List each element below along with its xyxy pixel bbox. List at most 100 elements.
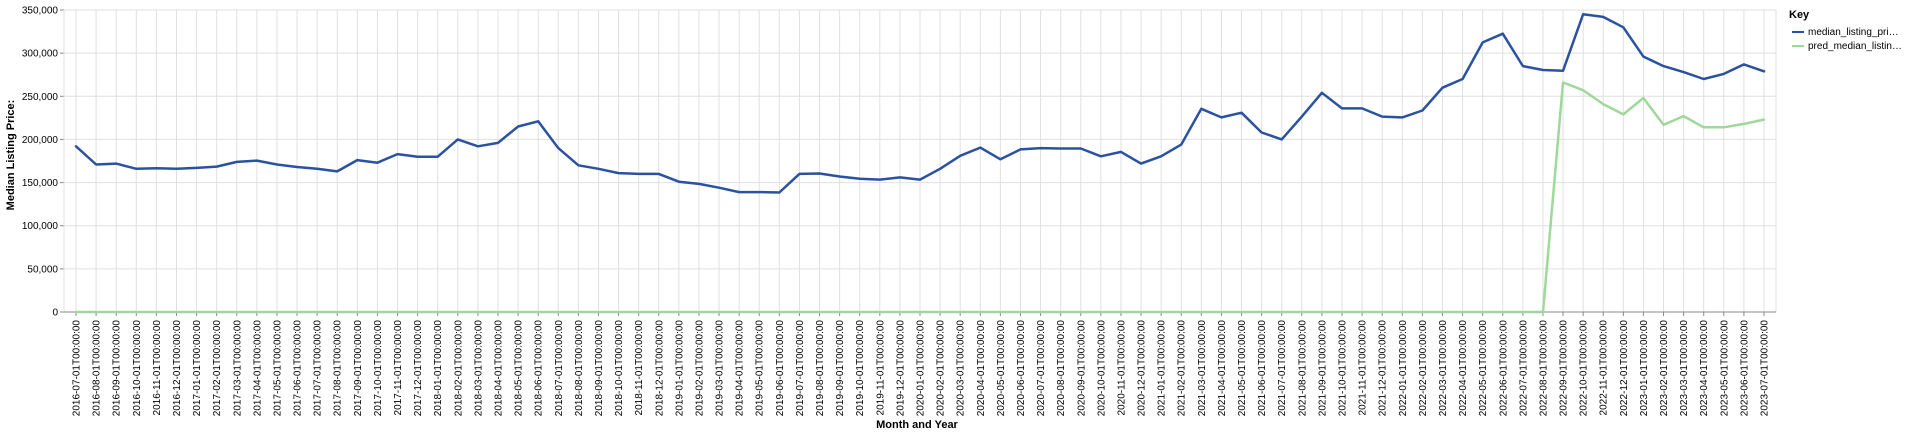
x-tick-label: 2021-03-01T00:00:00	[1197, 320, 1208, 417]
x-tick-label: 2021-07-01T00:00:00	[1277, 320, 1288, 417]
legend-label-pred-median-listing-price: pred_median_listin…	[1808, 41, 1902, 52]
x-tick-label: 2018-05-01T00:00:00	[514, 320, 525, 417]
series-line-pred-median-listing-price	[74, 81, 1766, 314]
x-tick-label: 2021-11-01T00:00:00	[1358, 320, 1369, 416]
x-tick-label: 2019-03-01T00:00:00	[715, 320, 726, 417]
x-tick-label: 2022-12-01T00:00:00	[1619, 320, 1630, 417]
x-tick-label: 2023-05-01T00:00:00	[1719, 320, 1730, 417]
x-tick-label: 2017-07-01T00:00:00	[313, 320, 324, 417]
x-tick-label: 2022-07-01T00:00:00	[1518, 320, 1529, 417]
x-tick-label: 2017-04-01T00:00:00	[252, 320, 263, 417]
x-tick-label: 2018-06-01T00:00:00	[534, 320, 545, 417]
x-tick-label: 2017-10-01T00:00:00	[373, 320, 384, 417]
x-tick-label: 2017-08-01T00:00:00	[333, 320, 344, 417]
x-tick-label: 2023-04-01T00:00:00	[1699, 320, 1710, 417]
x-tick-label: 2019-04-01T00:00:00	[735, 320, 746, 417]
x-tick-label: 2020-05-01T00:00:00	[996, 320, 1007, 417]
x-tick-label: 2023-02-01T00:00:00	[1659, 320, 1670, 417]
y-tick-label: 0	[52, 308, 58, 319]
x-tick-label: 2021-02-01T00:00:00	[1177, 320, 1188, 417]
x-tick-label: 2022-11-01T00:00:00	[1599, 320, 1610, 416]
x-tick-label: 2021-12-01T00:00:00	[1378, 320, 1389, 417]
x-tick-label: 2022-08-01T00:00:00	[1538, 320, 1549, 417]
y-tick-label: 50,000	[27, 264, 58, 275]
x-tick-label: 2016-11-01T00:00:00	[152, 320, 163, 416]
x-tick-label: 2019-02-01T00:00:00	[694, 320, 705, 417]
legend: Key median_listing_pri… pred_median_list…	[1789, 9, 1902, 52]
series-lines	[74, 13, 1766, 314]
y-tick-label: 250,000	[22, 92, 59, 103]
x-tick-label: 2017-09-01T00:00:00	[353, 320, 364, 417]
x-tick-label: 2022-06-01T00:00:00	[1498, 320, 1509, 417]
x-tick-label: 2023-07-01T00:00:00	[1760, 320, 1771, 417]
x-tick-label: 2021-05-01T00:00:00	[1237, 320, 1248, 417]
x-tick-label: 2019-01-01T00:00:00	[674, 320, 685, 417]
x-tick-label: 2021-04-01T00:00:00	[1217, 320, 1228, 417]
x-tick-label: 2020-12-01T00:00:00	[1137, 320, 1148, 417]
x-tick-label: 2016-09-01T00:00:00	[112, 320, 123, 417]
x-tick-label: 2020-01-01T00:00:00	[916, 320, 927, 417]
x-tick-label: 2021-01-01T00:00:00	[1157, 320, 1168, 417]
x-tick-label: 2022-10-01T00:00:00	[1579, 320, 1590, 417]
x-tick-label: 2021-08-01T00:00:00	[1297, 320, 1308, 417]
x-tick-label: 2016-07-01T00:00:00	[72, 320, 83, 417]
x-tick-label: 2020-04-01T00:00:00	[976, 320, 987, 417]
x-tick-label: 2019-09-01T00:00:00	[835, 320, 846, 417]
x-tick-label: 2018-03-01T00:00:00	[473, 320, 484, 417]
x-tick-label: 2020-08-01T00:00:00	[1056, 320, 1067, 417]
x-tick-label: 2023-01-01T00:00:00	[1639, 320, 1650, 417]
x-tick-label: 2019-08-01T00:00:00	[815, 320, 826, 417]
x-tick-label: 2016-08-01T00:00:00	[92, 320, 103, 417]
x-tick-label: 2018-12-01T00:00:00	[654, 320, 665, 417]
x-tick-label: 2020-11-01T00:00:00	[1116, 320, 1127, 416]
x-tick-label: 2018-10-01T00:00:00	[614, 320, 625, 417]
x-tick-label: 2018-02-01T00:00:00	[453, 320, 464, 417]
x-tick-label: 2022-04-01T00:00:00	[1458, 320, 1469, 417]
x-tick-label: 2021-06-01T00:00:00	[1257, 320, 1268, 417]
x-tick-label: 2018-08-01T00:00:00	[574, 320, 585, 417]
x-tick-label: 2021-10-01T00:00:00	[1338, 320, 1349, 417]
x-tick-label: 2017-05-01T00:00:00	[272, 320, 283, 417]
legend-title: Key	[1789, 9, 1810, 21]
x-tick-label: 2022-09-01T00:00:00	[1559, 320, 1570, 417]
x-tick-label: 2020-07-01T00:00:00	[1036, 320, 1047, 417]
x-tick-label: 2020-02-01T00:00:00	[936, 320, 947, 417]
y-axis-title: Median Listing Price:	[5, 100, 17, 211]
x-tick-label: 2022-02-01T00:00:00	[1418, 320, 1429, 417]
x-tick-label: 2017-12-01T00:00:00	[413, 320, 424, 417]
x-tick-label: 2016-10-01T00:00:00	[132, 320, 143, 417]
x-tick-label: 2017-06-01T00:00:00	[293, 320, 304, 417]
x-tick-label: 2019-10-01T00:00:00	[855, 320, 866, 417]
y-tick-label: 200,000	[22, 135, 59, 146]
x-tick-label: 2018-01-01T00:00:00	[433, 320, 444, 417]
x-tick-label: 2019-07-01T00:00:00	[795, 320, 806, 417]
y-tick-label: 100,000	[22, 221, 59, 232]
x-axis-title: Month and Year	[876, 419, 958, 431]
axes: 0 50,000 100,000 150,000 200,000 250,000 300,0…	[22, 6, 1777, 417]
x-tick-label: 2018-09-01T00:00:00	[594, 320, 605, 417]
x-tick-label: 2023-03-01T00:00:00	[1679, 320, 1690, 417]
x-tick-label: 2017-11-01T00:00:00	[393, 320, 404, 416]
x-tick-label: 2016-12-01T00:00:00	[172, 320, 183, 417]
x-tick-label: 2022-01-01T00:00:00	[1398, 320, 1409, 417]
x-tick-label: 2018-04-01T00:00:00	[494, 320, 505, 417]
x-tick-label: 2017-03-01T00:00:00	[232, 320, 243, 417]
x-tick-label: 2020-03-01T00:00:00	[956, 320, 967, 417]
y-tick-label: 350,000	[22, 6, 59, 17]
x-tick-label: 2020-10-01T00:00:00	[1096, 320, 1107, 417]
x-tick-label: 2022-05-01T00:00:00	[1478, 320, 1489, 417]
x-tick-label: 2019-11-01T00:00:00	[875, 320, 886, 416]
legend-label-median-listing-price: median_listing_pri…	[1808, 27, 1899, 38]
x-tick-label: 2021-09-01T00:00:00	[1317, 320, 1328, 417]
x-tick-label: 2020-09-01T00:00:00	[1076, 320, 1087, 417]
x-tick-label: 2017-01-01T00:00:00	[192, 320, 203, 417]
x-tick-label: 2022-03-01T00:00:00	[1438, 320, 1449, 417]
x-tick-label: 2018-07-01T00:00:00	[554, 320, 565, 417]
x-tick-label: 2018-11-01T00:00:00	[634, 320, 645, 416]
x-tick-label: 2019-12-01T00:00:00	[895, 320, 906, 417]
x-tick-label: 2023-06-01T00:00:00	[1739, 320, 1750, 417]
x-tick-label: 2017-02-01T00:00:00	[212, 320, 223, 417]
y-tick-label: 300,000	[22, 49, 59, 60]
series-line-median-listing-price	[74, 13, 1766, 194]
